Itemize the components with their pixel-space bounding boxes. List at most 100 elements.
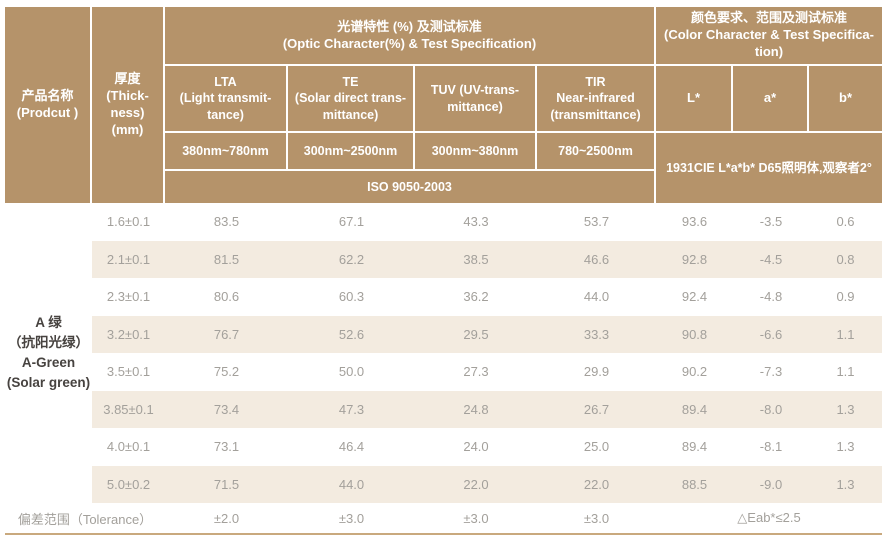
product-spec-table: 产品名称 (Prodcut ) 厚度 (Thick- ness) (mm) 光谱…	[5, 7, 882, 535]
cell-l: 89.4	[681, 439, 708, 455]
cell-l: 90.2	[681, 364, 708, 380]
cell-tir: 25.0	[583, 439, 610, 455]
tolerance-te: ±3.0	[338, 510, 365, 526]
header-range-tir: 780~2500nm	[537, 133, 654, 169]
bottom-border-line	[5, 533, 882, 535]
product-name-cell: A 绿 （抗阳光绿） A-Green (Solar green)	[6, 314, 91, 391]
cell-a: -8.1	[759, 439, 783, 455]
cell-b: 0.9	[836, 289, 855, 305]
table-row: 3.5±0.1 75.2 50.0 27.3 29.9 90.2 -7.3 1.…	[92, 353, 882, 391]
cell-b: 1.3	[836, 476, 855, 492]
header-range-tuv: 300nm~380nm	[415, 133, 535, 169]
cell-thickness: 3.2±0.1	[106, 326, 151, 342]
cell-a: -9.0	[759, 476, 783, 492]
cell-tuv: 43.3	[463, 214, 489, 230]
cell-tuv: 29.5	[463, 326, 489, 342]
cell-te: 44.0	[338, 476, 365, 492]
tolerance-row: 偏差范围（Tolerance） ±2.0 ±3.0 ±3.0 ±3.0 △Eab…	[5, 503, 882, 533]
cell-lta: 83.5	[213, 214, 240, 230]
cell-tir: 26.7	[583, 401, 610, 417]
data-rows: 1.6±0.1 83.5 67.1 43.3 53.7 93.6 -3.5 0.…	[92, 203, 882, 503]
table-row: 3.85±0.1 73.4 47.3 24.8 26.7 89.4 -8.0 1…	[92, 390, 882, 428]
cell-thickness: 1.6±0.1	[106, 214, 151, 230]
cell-lta: 76.7	[213, 326, 240, 342]
cell-te: 46.4	[338, 439, 365, 455]
cell-lta: 75.2	[213, 364, 240, 380]
header-range-lta: 380nm~780nm	[165, 133, 286, 169]
table-row: 3.2±0.1 76.7 52.6 29.5 33.3 90.8 -6.6 1.…	[92, 315, 882, 353]
header-product-name: 产品名称 (Prodcut )	[5, 7, 90, 203]
cell-lta: 73.4	[213, 401, 240, 417]
tolerance-tir: ±3.0	[583, 510, 610, 526]
cell-lta: 80.6	[213, 289, 240, 305]
cell-te: 60.3	[338, 289, 365, 305]
cell-l: 88.5	[681, 476, 708, 492]
cell-tir: 29.9	[583, 364, 610, 380]
cell-tuv: 36.2	[463, 289, 489, 305]
cell-tir: 22.0	[583, 476, 610, 492]
header-group-optic: 光谱特性 (%) 及测试标准 (Optic Character(%) & Tes…	[165, 7, 654, 64]
tolerance-lta: ±2.0	[213, 510, 240, 526]
header-thickness: 厚度 (Thick- ness) (mm)	[92, 7, 163, 203]
cell-a: -3.5	[759, 214, 783, 230]
header-iso-standard: ISO 9050-2003	[165, 171, 654, 203]
table-row: 2.1±0.1 81.5 62.2 38.5 46.6 92.8 -4.5 0.…	[92, 240, 882, 278]
table-row: 4.0±0.1 73.1 46.4 24.0 25.0 89.4 -8.1 1.…	[92, 428, 882, 466]
header-col-tir: TIR Near-infrared (transmittance)	[537, 66, 654, 131]
header-col-lta: LTA (Light transmit- tance)	[165, 66, 286, 131]
header-col-tuv: TUV (UV-trans- mittance)	[415, 66, 535, 131]
cell-l: 93.6	[681, 214, 708, 230]
tolerance-tuv: ±3.0	[463, 510, 489, 526]
cell-te: 52.6	[338, 326, 365, 342]
cell-l: 89.4	[681, 401, 708, 417]
cell-a: -7.3	[759, 364, 783, 380]
table-header: 产品名称 (Prodcut ) 厚度 (Thick- ness) (mm) 光谱…	[5, 7, 882, 203]
cell-lta: 81.5	[213, 251, 240, 267]
cell-thickness: 3.5±0.1	[106, 364, 151, 380]
cell-thickness: 5.0±0.2	[106, 476, 151, 492]
table-row: 1.6±0.1 83.5 67.1 43.3 53.7 93.6 -3.5 0.…	[92, 203, 882, 241]
header-range-te: 300nm~2500nm	[288, 133, 413, 169]
cell-thickness: 4.0±0.1	[106, 439, 151, 455]
cell-tir: 46.6	[583, 251, 610, 267]
header-col-a-star: a*	[733, 66, 807, 131]
cell-b: 1.3	[836, 439, 855, 455]
header-col-te: TE (Solar direct trans- mittance)	[288, 66, 413, 131]
tolerance-lab: △Eab*≤2.5	[737, 510, 801, 525]
cell-tuv: 24.0	[463, 439, 489, 455]
cell-l: 92.4	[681, 289, 708, 305]
cell-te: 47.3	[338, 401, 365, 417]
table-row: 2.3±0.1 80.6 60.3 36.2 44.0 92.4 -4.8 0.…	[92, 278, 882, 316]
cell-tir: 44.0	[583, 289, 610, 305]
cell-tuv: 38.5	[463, 251, 489, 267]
cell-te: 67.1	[338, 214, 365, 230]
cell-a: -8.0	[759, 401, 783, 417]
cell-lta: 71.5	[213, 476, 240, 492]
cell-a: -4.8	[759, 289, 783, 305]
cell-l: 90.8	[681, 326, 708, 342]
cell-a: -6.6	[759, 326, 783, 342]
cell-tuv: 24.8	[463, 401, 489, 417]
cell-b: 1.1	[836, 364, 855, 380]
cell-te: 50.0	[338, 364, 365, 380]
header-cie-standard: 1931CIE L*a*b* D65照明体,观察者2°	[656, 133, 882, 203]
cell-b: 0.8	[836, 251, 855, 267]
table-row: 5.0±0.2 71.5 44.0 22.0 22.0 88.5 -9.0 1.…	[92, 465, 882, 503]
cell-tuv: 22.0	[463, 476, 489, 492]
cell-a: -4.5	[759, 251, 783, 267]
cell-thickness: 3.85±0.1	[103, 401, 154, 417]
table-body: A 绿 （抗阳光绿） A-Green (Solar green) 1.6±0.1…	[5, 203, 882, 535]
cell-tir: 53.7	[583, 214, 610, 230]
cell-te: 62.2	[338, 251, 365, 267]
header-col-l-star: L*	[656, 66, 731, 131]
cell-lta: 73.1	[213, 439, 240, 455]
header-col-b-star: b*	[809, 66, 882, 131]
header-group-color: 颜色要求、范围及测试标准 (Color Character & Test Spe…	[656, 7, 882, 64]
cell-tir: 33.3	[583, 326, 610, 342]
cell-tuv: 27.3	[463, 364, 489, 380]
cell-b: 1.1	[836, 326, 855, 342]
cell-thickness: 2.1±0.1	[106, 251, 151, 267]
cell-l: 92.8	[681, 251, 708, 267]
tolerance-label: 偏差范围（Tolerance）	[17, 511, 153, 527]
cell-b: 0.6	[836, 214, 855, 230]
